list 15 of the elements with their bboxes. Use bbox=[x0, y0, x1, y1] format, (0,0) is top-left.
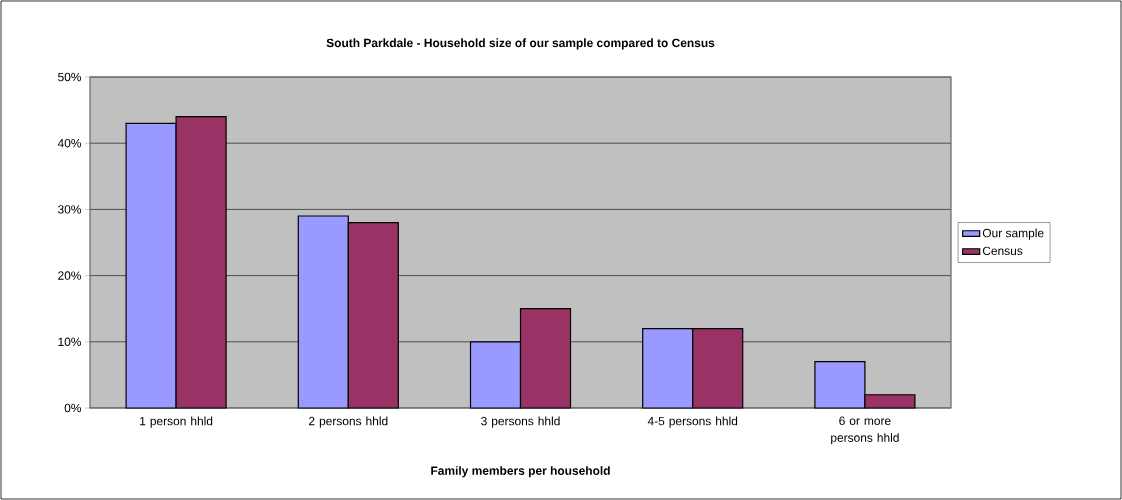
legend-label: Census bbox=[982, 246, 1023, 256]
y-tick-label: 20% bbox=[58, 271, 82, 280]
x-tick-label: 4-5 persons hhld bbox=[647, 416, 738, 428]
x-tick-label: 2 persons hhld bbox=[309, 416, 388, 428]
chart-title: South Parkdale - Household size of our sample compared to Census bbox=[326, 38, 715, 50]
y-tick-label: 30% bbox=[58, 205, 82, 214]
y-tick-label: 40% bbox=[57, 138, 82, 148]
x-tick-label: 6 or more persons hhld bbox=[831, 416, 899, 445]
y-tick-label: 0% bbox=[64, 403, 82, 413]
x-tick-label: 1 person hhld bbox=[140, 416, 213, 428]
x-tick-label: 3 persons hhld bbox=[481, 416, 560, 428]
legend-label: Our sample bbox=[982, 228, 1044, 240]
x-axis-title: Family members per household bbox=[431, 466, 610, 478]
y-tick-label: 50% bbox=[58, 72, 82, 82]
y-tick-label: 10% bbox=[58, 337, 82, 347]
